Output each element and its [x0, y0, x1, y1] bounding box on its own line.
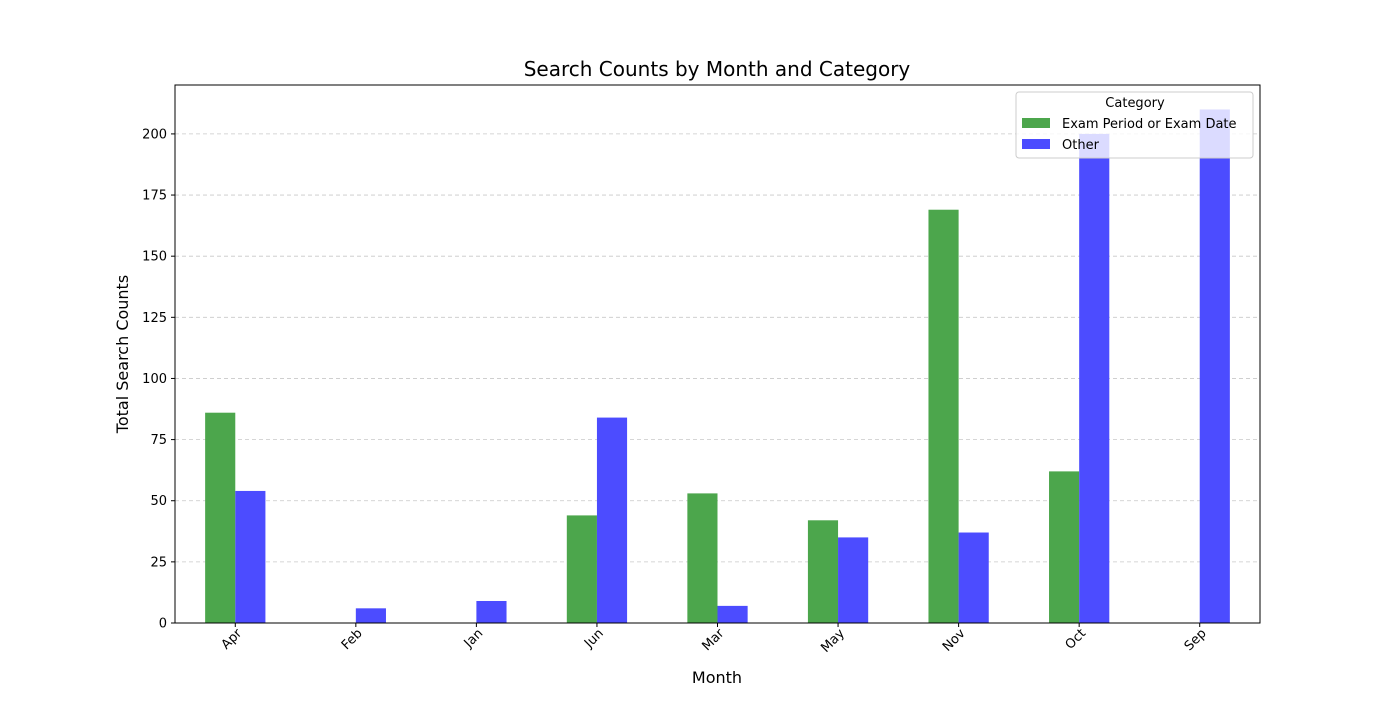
x-tick-label: May: [818, 626, 848, 656]
y-tick-label: 0: [159, 617, 167, 632]
bar: [717, 605, 748, 623]
x-tick-label: Jan: [461, 626, 486, 651]
legend-box: [1015, 91, 1254, 159]
legend-label: Exam Period or Exam Date: [1062, 117, 1237, 132]
x-tick-label: Feb: [339, 626, 366, 653]
legend-title: Category: [1105, 96, 1165, 111]
x-axis-label: Month: [692, 668, 742, 687]
y-tick-label: 200: [142, 127, 167, 142]
bar: [355, 608, 386, 623]
x-tick-label: Nov: [940, 626, 969, 655]
y-axis-ticks: 0 25 50 75 100 125 150 175 200: [142, 127, 175, 632]
y-tick-label: 75: [150, 433, 167, 448]
bar: [1199, 109, 1230, 624]
bar: [566, 515, 597, 623]
legend-entries: Exam Period or Exam Date Other: [1022, 117, 1237, 153]
y-tick-label: 150: [142, 250, 167, 265]
legend-swatch: [1022, 139, 1050, 149]
bar: [958, 532, 989, 623]
x-tick-label: Oct: [1063, 626, 1090, 653]
bar: [838, 537, 869, 623]
bar: [687, 493, 718, 623]
y-axis-label: Total Search Counts: [113, 275, 132, 434]
x-tick-label: Sep: [1182, 626, 1210, 654]
x-axis-ticks: Apr Feb Jan Jun Mar May Nov Oct Sep: [219, 623, 1210, 656]
x-tick-label: Mar: [699, 626, 727, 654]
y-tick-label: 100: [142, 372, 167, 387]
bar: [928, 209, 959, 623]
legend: Category Exam Period or Exam Date Other: [1015, 91, 1254, 159]
y-tick-label: 50: [150, 494, 167, 509]
bar: [476, 600, 507, 623]
y-tick-label: 25: [150, 555, 167, 570]
legend-label: Other: [1062, 138, 1100, 153]
bar: [596, 417, 628, 623]
x-tick-label: Apr: [219, 626, 246, 653]
bar: [205, 412, 236, 623]
x-tick-label: Jun: [581, 626, 607, 652]
bar: [1049, 471, 1080, 623]
bar: [235, 490, 266, 623]
legend-swatch: [1022, 118, 1050, 128]
chart-title: Search Counts by Month and Category: [524, 57, 911, 81]
bars: [205, 109, 1230, 624]
y-tick-label: 175: [142, 189, 167, 204]
y-tick-label: 125: [142, 311, 167, 326]
bar: [807, 520, 839, 623]
bar: [1079, 133, 1110, 623]
